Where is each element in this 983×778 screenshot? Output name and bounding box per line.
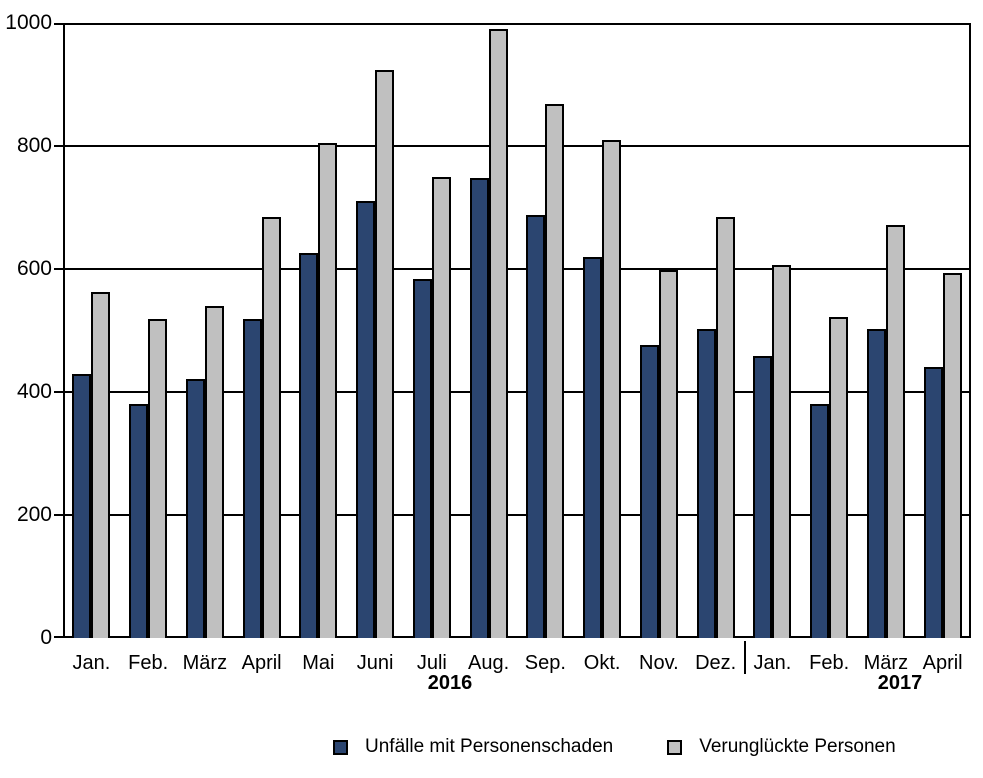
y-axis-tick-1000 — [54, 23, 63, 25]
y-axis-label-200: 200 — [16, 503, 52, 526]
x-axis-label-12: Jan. — [753, 652, 792, 674]
x-axis-label-1: Feb. — [128, 652, 169, 674]
legend: Unfälle mit Personenschaden Verunglückte … — [333, 736, 896, 758]
x-axis-label-11: Dez. — [695, 652, 737, 674]
bar-series1-11 — [696, 328, 716, 638]
bar-series1-15 — [923, 366, 943, 638]
bar-series1-7 — [469, 177, 489, 638]
year-label-2017: 2017 — [877, 672, 923, 694]
x-axis-label-2: März — [182, 652, 228, 674]
y-axis-line — [63, 23, 65, 638]
x-axis-label-10: Nov. — [639, 652, 679, 674]
y-axis-label-0: 0 — [40, 626, 52, 649]
x-axis-label-5: Juni — [356, 652, 394, 674]
x-axis-label-7: Aug. — [468, 652, 510, 674]
bar-series2-12 — [772, 264, 792, 638]
plot-top-border — [63, 23, 971, 25]
legend-swatch-2 — [667, 739, 683, 755]
gridline-200 — [63, 514, 971, 516]
bar-series1-14 — [866, 328, 886, 638]
bar-series2-10 — [658, 269, 678, 638]
x-axis-label-0: Jan. — [72, 652, 111, 674]
x-axis-label-9: Okt. — [583, 652, 621, 674]
legend-label-2: Verunglückte Personen — [699, 736, 896, 757]
bar-series1-0 — [72, 373, 92, 638]
gridline-600 — [63, 268, 971, 270]
y-axis-tick-200 — [54, 514, 63, 516]
legend-item-2: Verunglückte Personen — [667, 736, 896, 758]
bar-series1-6 — [412, 279, 432, 638]
bar-series1-1 — [129, 404, 149, 638]
bar-series1-12 — [753, 355, 773, 638]
bar-series1-5 — [356, 200, 376, 638]
y-axis-tick-600 — [54, 268, 63, 270]
year-label-2016: 2016 — [427, 672, 473, 694]
plot-right-border — [969, 23, 971, 638]
y-axis-label-1000: 1000 — [5, 11, 52, 34]
plot-area — [63, 23, 971, 638]
x-axis-label-4: Mai — [302, 652, 335, 674]
bar-series2-2 — [204, 305, 224, 638]
bar-series2-14 — [885, 224, 905, 638]
y-axis-tick-800 — [54, 145, 63, 147]
gridline-400 — [63, 391, 971, 393]
bar-series1-4 — [299, 253, 319, 638]
bar-series1-13 — [810, 403, 830, 638]
x-axis-label-15: April — [922, 652, 963, 674]
x-axis-label-3: April — [241, 652, 282, 674]
gridline-800 — [63, 145, 971, 147]
x-axis-label-8: Sep. — [524, 652, 566, 674]
x-axis-line — [54, 636, 971, 638]
bar-series2-3 — [261, 216, 281, 638]
bar-series2-4 — [318, 142, 338, 638]
bar-series2-5 — [375, 70, 395, 638]
y-axis-label-800: 800 — [16, 134, 52, 157]
bar-series1-10 — [639, 345, 659, 638]
bar-series1-2 — [185, 379, 205, 638]
bar-series2-7 — [488, 28, 508, 638]
x-axis-label-13: Feb. — [809, 652, 850, 674]
bar-series2-0 — [91, 291, 111, 638]
bar-series2-8 — [545, 103, 565, 638]
bar-series2-6 — [431, 176, 451, 638]
y-axis-label-400: 400 — [16, 380, 52, 403]
bar-series2-1 — [148, 319, 168, 638]
x-axis-label-14: März — [863, 652, 909, 674]
bar-series2-11 — [715, 216, 735, 638]
bar-series2-15 — [942, 272, 962, 638]
legend-item-1: Unfälle mit Personenschaden — [333, 736, 613, 758]
legend-swatch-1 — [333, 739, 348, 755]
bar-series2-9 — [602, 140, 622, 638]
y-axis-tick-400 — [54, 391, 63, 393]
year-separator-line — [744, 641, 746, 674]
bar-series1-9 — [583, 256, 603, 638]
y-axis-label-600: 600 — [16, 257, 52, 280]
bar-series1-8 — [526, 214, 546, 638]
bar-series2-13 — [829, 316, 849, 638]
bar-series1-3 — [242, 319, 262, 638]
x-axis-label-6: Juli — [416, 652, 447, 674]
legend-label-1: Unfälle mit Personenschaden — [365, 736, 614, 757]
